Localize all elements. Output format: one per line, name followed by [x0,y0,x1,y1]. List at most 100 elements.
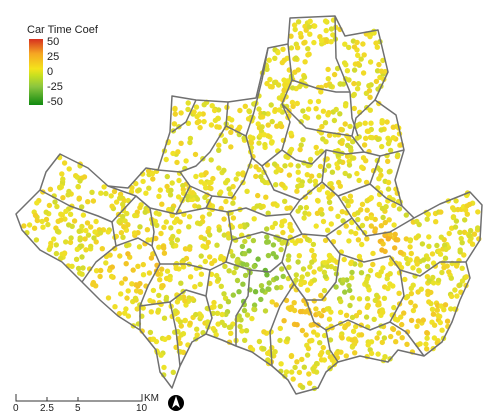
coefficient-point [139,328,145,334]
coefficient-point [288,33,294,39]
coefficient-point [451,207,457,213]
coefficient-point [193,173,199,180]
coefficient-point [395,237,401,243]
coefficient-point [69,223,75,229]
coefficient-point [355,237,362,243]
coefficient-point [459,265,465,271]
coefficient-point [364,207,370,213]
coefficient-point [295,169,301,175]
coefficient-point [424,216,430,222]
coefficient-point [280,273,286,280]
coefficient-point [286,172,293,178]
coefficient-point [172,105,178,112]
coefficient-point [177,319,183,325]
coefficient-point [107,252,113,258]
coefficient-point [369,135,375,141]
coefficient-point [216,147,222,153]
coefficient-point [437,319,443,326]
coefficient-point [214,272,220,279]
coefficient-point [393,339,399,345]
coefficient-point [21,223,27,229]
coefficient-point [228,129,234,135]
coefficient-point [374,44,380,50]
coefficient-point [321,332,328,339]
coefficient-point [189,190,196,196]
coefficient-point [246,248,252,254]
coefficient-point [307,264,313,270]
coefficient-point [292,69,298,75]
coefficient-point [446,230,452,237]
coefficient-point [117,217,123,224]
coefficient-point [385,236,391,242]
coefficient-point [326,132,333,138]
coefficient-point [281,318,287,324]
coefficient-point [125,313,132,319]
coefficient-point [84,220,91,226]
coefficient-point [118,291,124,297]
coefficient-point [355,61,361,67]
coefficient-point [288,45,295,51]
coefficient-point [401,310,407,316]
coefficient-point [234,277,241,284]
coefficient-point [457,247,463,253]
coefficient-point [158,352,164,358]
scale-bar [15,394,184,411]
coefficient-point [205,319,211,325]
coefficient-point [89,189,95,195]
coefficient-point [244,188,250,194]
coefficient-point [344,68,351,74]
coefficient-point [74,174,81,180]
legend-tick-label: 0 [47,66,54,78]
coefficient-point [307,156,314,163]
coefficient-point [415,233,422,239]
coefficient-point [53,250,60,257]
coefficient-point [359,241,365,248]
coefficient-point [353,323,359,330]
coefficient-point [286,264,292,270]
coefficient-point [424,274,431,280]
coefficient-point [431,322,438,328]
coefficient-point [239,328,245,334]
coefficient-point [297,308,304,315]
coefficient-point [385,285,391,292]
coefficient-point [430,311,437,317]
coefficient-point [208,157,214,163]
coefficient-point [177,340,183,346]
coefficient-point [218,283,224,289]
coefficient-point [57,184,63,190]
coefficient-point [53,242,59,248]
coefficient-point [273,182,279,188]
coefficient-point [228,324,234,330]
coefficient-point [123,261,129,267]
coefficient-point [120,234,126,240]
coefficient-point [438,209,444,215]
coefficient-point [312,23,318,29]
coefficient-point [79,204,85,210]
coefficient-point [90,279,97,286]
coefficient-point [454,293,460,299]
coefficient-point [163,219,169,225]
coefficient-point [182,317,188,324]
coefficient-point [366,83,372,89]
coefficient-point [359,164,365,170]
coefficient-point [242,337,248,343]
coefficient-point [80,265,86,271]
coefficient-point [211,107,218,114]
coefficient-point [278,361,284,367]
coefficient-point [386,169,392,175]
coefficient-point [313,369,320,375]
coefficient-point [178,280,184,286]
coefficient-point [259,114,266,120]
coefficient-point [349,275,355,281]
coefficient-point [355,52,361,58]
coefficient-point [322,273,329,280]
coefficient-point [352,261,358,267]
coefficient-point [230,292,236,298]
coefficient-point [390,124,396,130]
coefficient-point [108,193,114,199]
coefficient-point [304,287,311,293]
coefficient-point [322,260,328,266]
coefficient-point [118,230,125,236]
coefficient-point [34,200,40,206]
coefficient-point [319,211,325,217]
